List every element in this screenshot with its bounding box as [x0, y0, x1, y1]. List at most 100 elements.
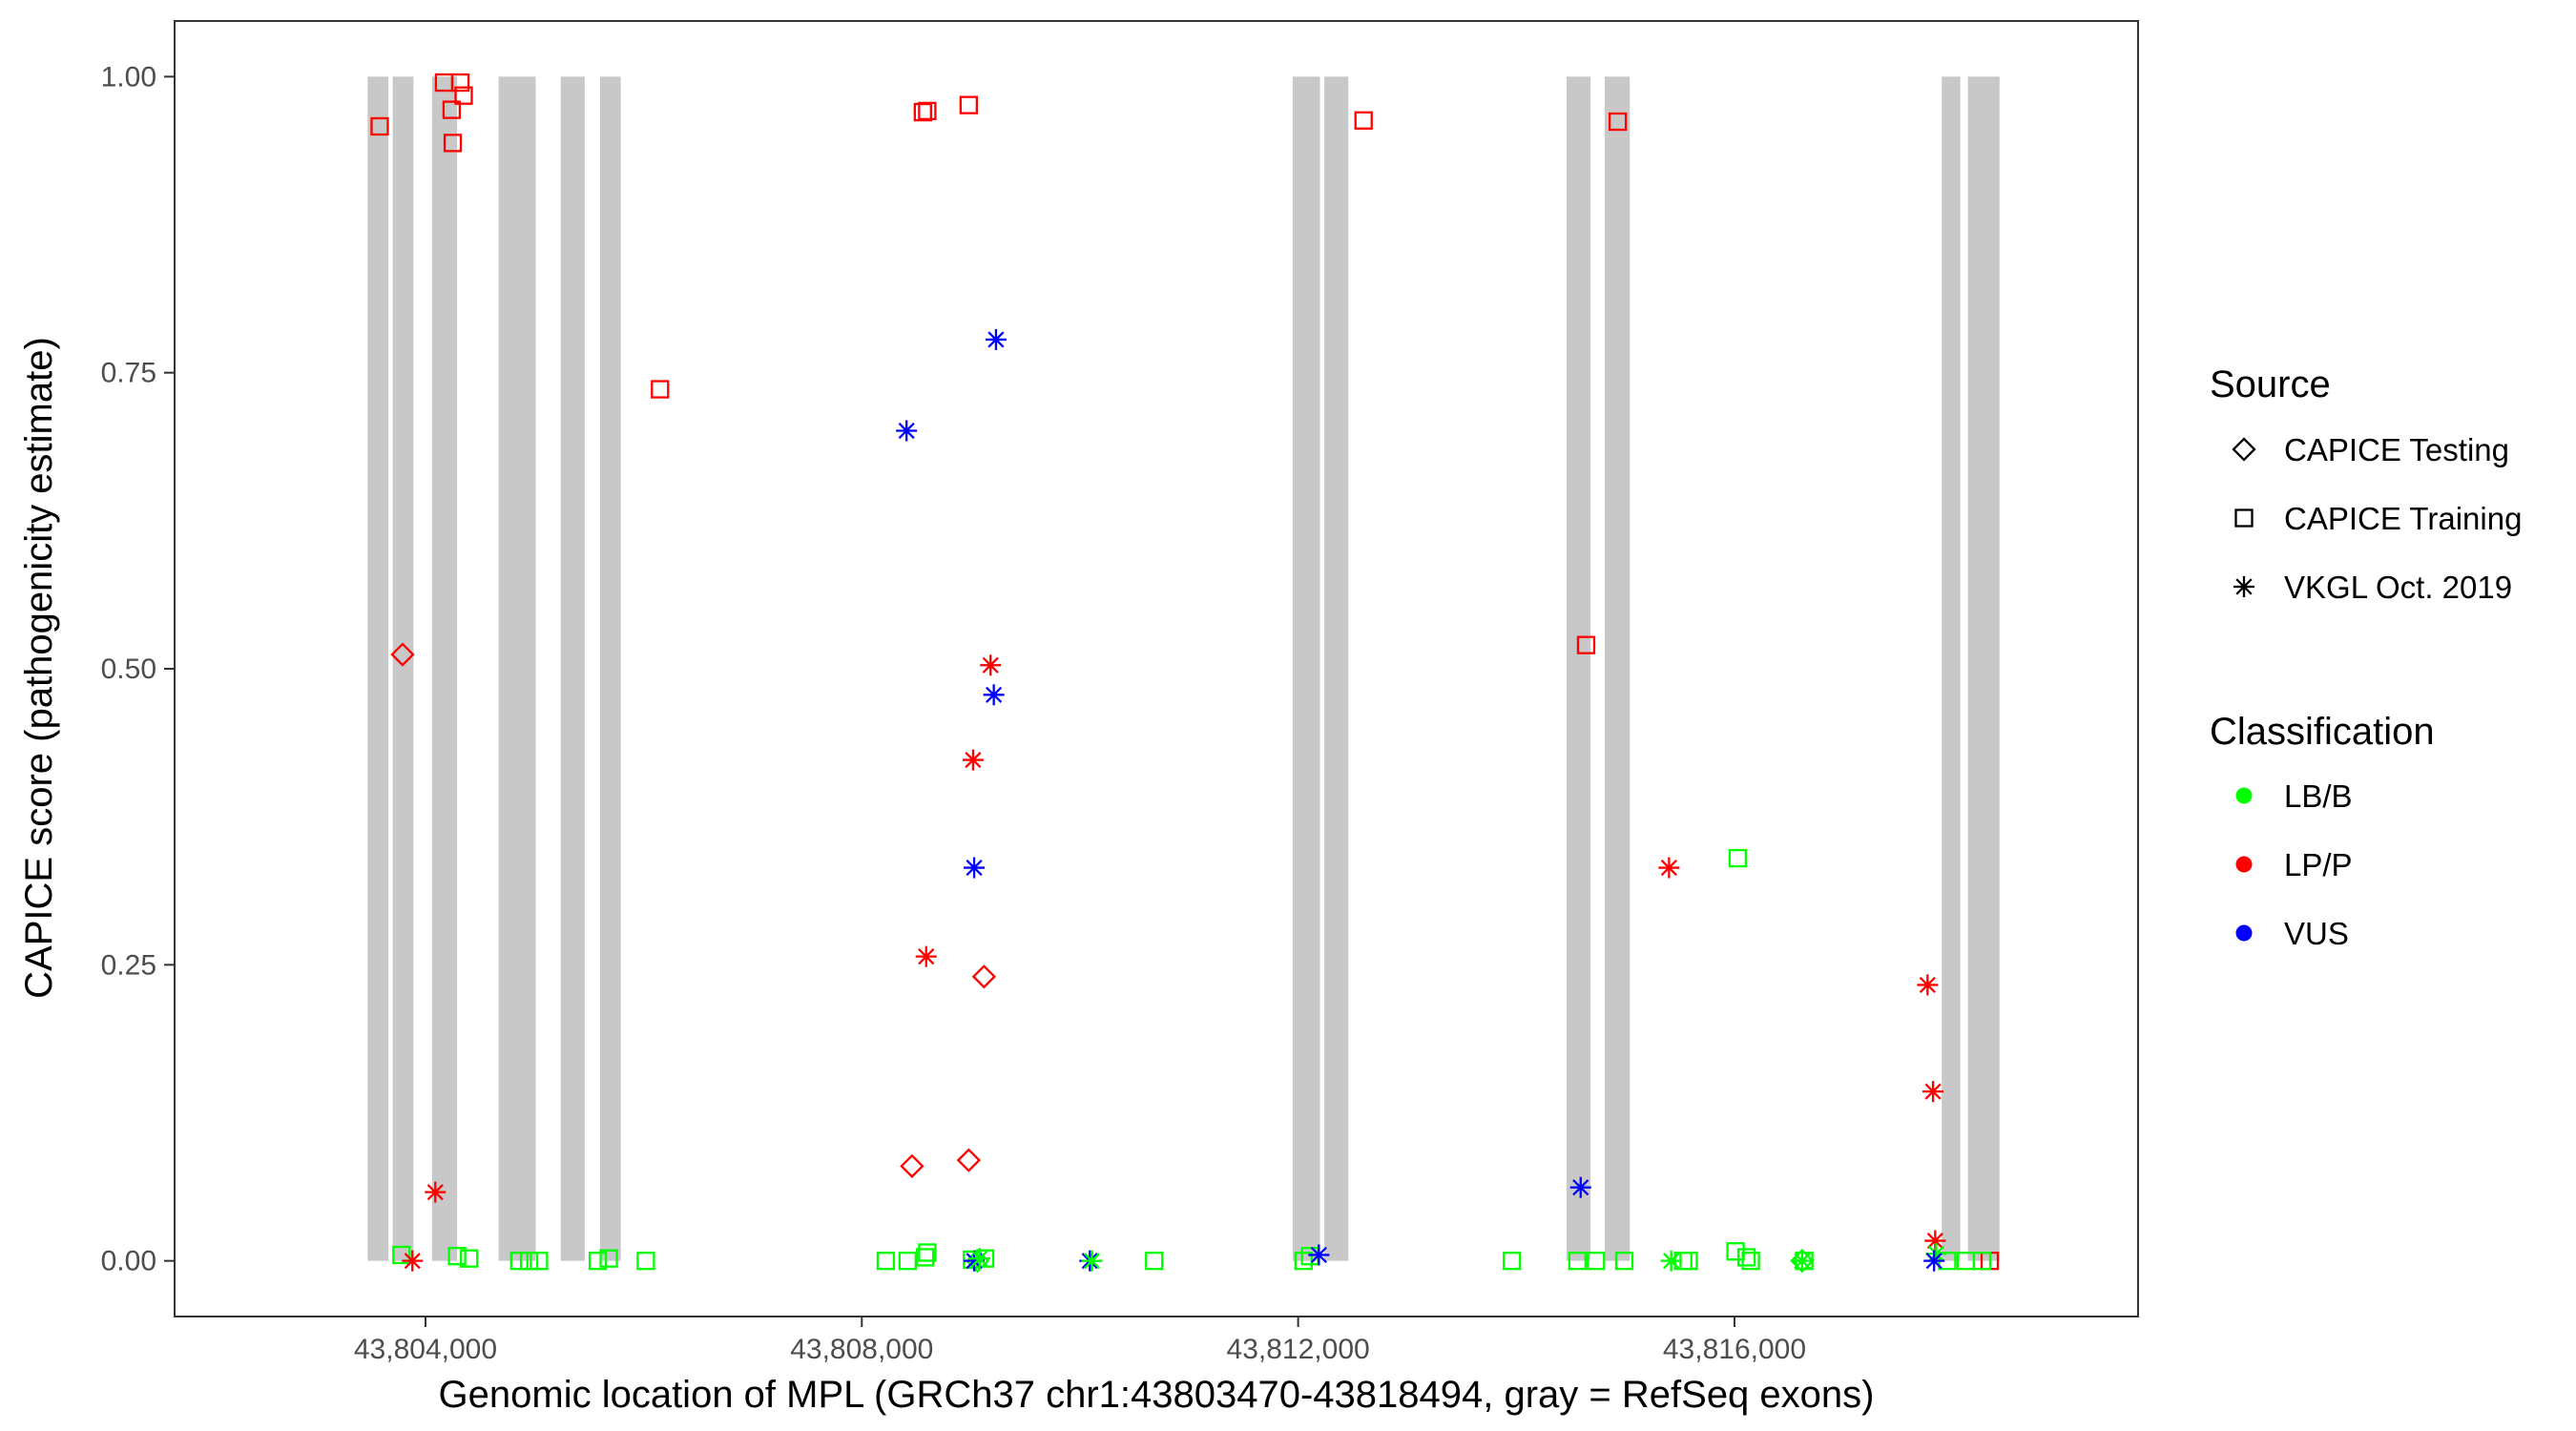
data-point: [1741, 1252, 1760, 1271]
y-axis-title: CAPICE score (pathogenicity estimate): [18, 337, 60, 999]
exon-bar: [1942, 76, 1961, 1261]
legend-label-capice-testing: CAPICE Testing: [2284, 432, 2509, 467]
data-point: [1726, 1242, 1745, 1261]
data-point: [1568, 1252, 1587, 1271]
data-point: [971, 964, 996, 989]
data-point: [509, 1252, 529, 1271]
data-point: [1145, 1252, 1164, 1271]
x-tick-label: 43,812,000: [1227, 1334, 1370, 1365]
data-point: [913, 102, 932, 122]
legend-label-lpp: LP/P: [2284, 847, 2353, 882]
data-point: [918, 1243, 937, 1262]
exon-bar: [498, 76, 536, 1261]
data-point: [1576, 635, 1596, 654]
x-axis-title: Genomic location of MPL (GRCh37 chr1:438…: [439, 1374, 1875, 1416]
exon-bar: [1566, 76, 1591, 1261]
data-point: [651, 380, 670, 399]
legend-source-title: Source: [2210, 363, 2331, 405]
data-point: [918, 101, 937, 120]
legend-key-color: [2235, 856, 2253, 873]
data-point: [915, 1248, 935, 1267]
data-point: [1917, 974, 1939, 996]
data-point: [1354, 111, 1373, 130]
y-tick-label: 0.50: [101, 653, 156, 685]
data-point: [915, 945, 937, 967]
exon-bar: [367, 76, 389, 1261]
data-point: [898, 1252, 917, 1271]
y-axis: 0.00 0.25 0.50 0.75 1.00: [101, 61, 175, 1277]
data-point: [1972, 1252, 1992, 1271]
exon-bar: [560, 76, 585, 1261]
plot-background: [175, 21, 2138, 1317]
legend-key-diamond: [2232, 437, 2256, 462]
data-point: [1923, 1250, 1945, 1272]
data-point: [983, 684, 1005, 706]
legend: Source CAPICE Testing CAPICE Training VK…: [2210, 363, 2522, 951]
data-point: [447, 1247, 467, 1266]
data-point: [588, 1252, 608, 1271]
legend-classification-title: Classification: [2210, 711, 2435, 753]
y-tick-label: 0.00: [101, 1246, 156, 1277]
data-point: [968, 1248, 990, 1270]
x-tick-label: 43,808,000: [790, 1334, 933, 1365]
y-tick-label: 0.75: [101, 358, 156, 389]
data-point: [964, 857, 986, 879]
data-point: [454, 86, 473, 105]
data-point: [985, 328, 1007, 350]
data-point: [1608, 112, 1628, 132]
data-point: [1658, 857, 1680, 879]
exon-bar: [1324, 76, 1349, 1261]
legend-key-color: [2235, 924, 2253, 942]
data-point: [425, 1181, 447, 1203]
data-point: [1660, 1250, 1682, 1272]
data-point: [1728, 848, 1748, 868]
data-point: [1308, 1244, 1330, 1266]
exon-bar: [431, 76, 458, 1261]
data-point: [370, 116, 389, 136]
data-point: [402, 1250, 424, 1272]
legend-label-vus: VUS: [2284, 916, 2349, 951]
legend-key-asterisk: [2233, 576, 2254, 597]
data-point: [1503, 1252, 1522, 1271]
exon-bar: [1604, 76, 1631, 1261]
data-point: [636, 1252, 655, 1271]
legend-label-lbb: LB/B: [2284, 778, 2353, 814]
data-point: [876, 1252, 896, 1271]
data-point: [896, 420, 918, 442]
data-point: [519, 1252, 539, 1271]
data-point: [1791, 1250, 1813, 1272]
legend-key-color: [2235, 787, 2253, 804]
y-tick-label: 0.25: [101, 949, 156, 981]
legend-class-keys: [2235, 787, 2253, 942]
exon-bar: [599, 76, 621, 1261]
data-point: [962, 749, 984, 771]
data-point: [956, 1148, 981, 1172]
y-tick-label: 1.00: [101, 61, 156, 93]
x-tick-label: 43,816,000: [1663, 1334, 1806, 1365]
data-point: [1569, 1176, 1591, 1198]
data-point: [980, 654, 1002, 676]
data-point: [450, 73, 470, 93]
data-point: [1614, 1252, 1634, 1271]
data-point: [1736, 1248, 1756, 1267]
data-point: [390, 642, 415, 667]
legend-key-square: [2234, 508, 2254, 528]
data-point: [1587, 1252, 1606, 1271]
data-point: [1922, 1081, 1944, 1103]
legend-label-vkgl: VKGL Oct. 2019: [2284, 570, 2512, 605]
exon-layer: [367, 76, 2000, 1261]
x-tick-label: 43,804,000: [354, 1334, 497, 1365]
data-point: [599, 1249, 618, 1268]
data-point: [1081, 1250, 1103, 1272]
point-layer: [370, 73, 2000, 1274]
legend-source-keys: [2232, 437, 2256, 597]
data-point: [443, 134, 463, 153]
x-axis: 43,804,000 43,808,000 43,812,000 43,816,000: [354, 1317, 1806, 1365]
exon-bar: [1292, 76, 1320, 1261]
data-point: [959, 95, 978, 114]
data-point: [392, 1245, 411, 1265]
exon-bar: [1967, 76, 2000, 1261]
exon-bar: [392, 76, 414, 1261]
